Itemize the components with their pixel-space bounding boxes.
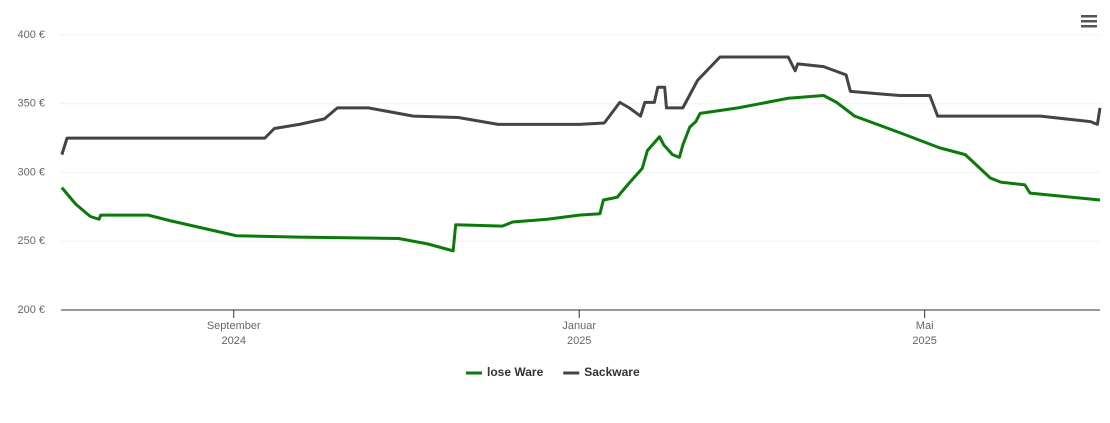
menu-bar <box>1081 15 1097 18</box>
legend-label: Sackware <box>584 365 640 379</box>
x-tick-label: Mai <box>916 320 934 332</box>
menu-bar <box>1081 20 1097 23</box>
legend-item[interactable]: lose Ware <box>466 365 544 379</box>
x-tick-sublabel: 2025 <box>912 335 936 347</box>
series-line <box>60 55 1102 156</box>
y-tick-label: 200 € <box>17 304 45 316</box>
x-tick-sublabel: 2025 <box>567 335 591 347</box>
menu-bar <box>1081 25 1097 28</box>
x-tick-label: Januar <box>562 320 596 332</box>
legend: lose Ware Sackware <box>466 365 640 379</box>
y-tick-label: 400 € <box>17 29 45 41</box>
y-tick-label: 300 € <box>17 166 45 178</box>
legend-item[interactable]: Sackware <box>563 365 640 379</box>
menu-button[interactable] <box>1081 15 1097 28</box>
y-tick-label: 250 € <box>17 235 45 247</box>
x-tick-sublabel: 2024 <box>221 335 245 347</box>
x-tick-label: September <box>207 320 261 332</box>
series-line <box>60 94 1101 253</box>
y-tick-label: 350 € <box>17 98 45 110</box>
legend-label: lose Ware <box>487 365 544 379</box>
